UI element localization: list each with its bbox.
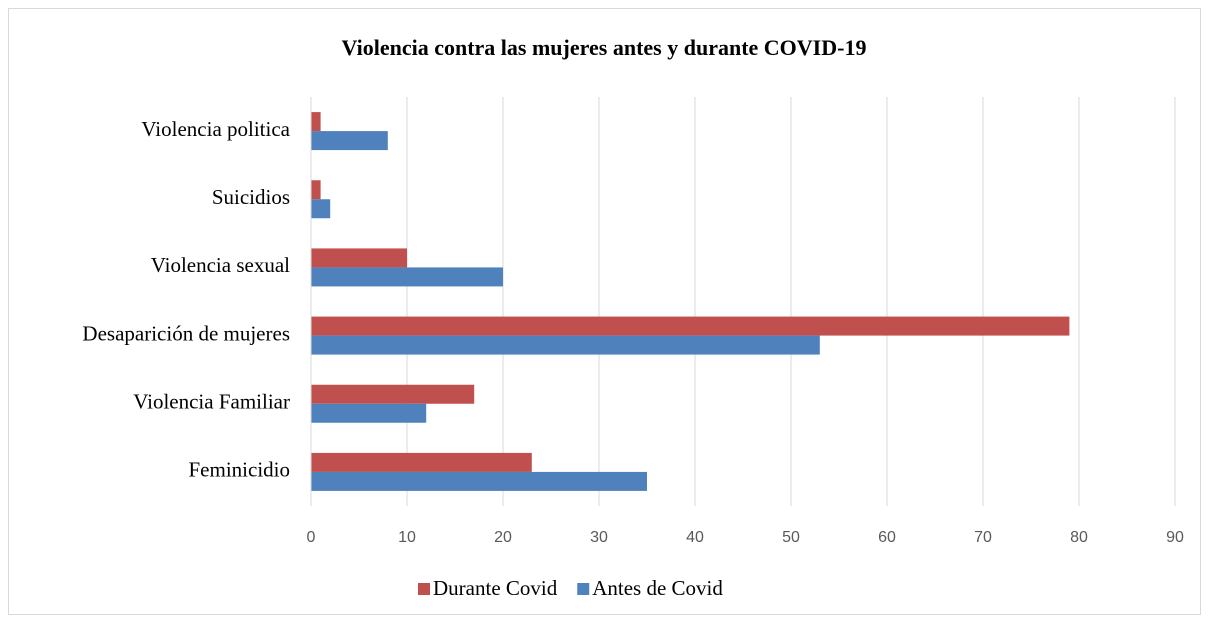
y-tick-label: Violencia Familiar	[133, 390, 290, 414]
bar	[311, 248, 407, 268]
y-tick-label: Violencia sexual	[151, 253, 290, 277]
bar	[311, 267, 503, 287]
y-tick-label: Violencia politica	[141, 117, 290, 141]
x-tick-label: 90	[1166, 529, 1184, 546]
x-tick-label: 70	[974, 529, 992, 546]
x-tick-label: 0	[307, 529, 316, 546]
chart-frame	[8, 8, 1201, 615]
bar	[311, 471, 647, 491]
bar	[311, 199, 331, 219]
x-tick-label: 60	[878, 529, 896, 546]
legend-swatch	[577, 583, 590, 595]
x-tick-label: 20	[494, 529, 512, 546]
legend-label: Antes de Covid	[592, 576, 723, 600]
x-tick-label: 50	[782, 529, 800, 546]
x-tick-label: 40	[686, 529, 704, 546]
x-tick-label: 80	[1070, 529, 1088, 546]
y-tick-label: Suicidios	[212, 185, 290, 209]
y-tick-label: Feminicidio	[189, 458, 291, 482]
y-tick-label: Desaparición de mujeres	[82, 321, 290, 345]
chart-title: Violencia contra las mujeres antes y dur…	[342, 35, 867, 60]
legend-swatch	[418, 583, 430, 595]
bar	[311, 131, 388, 151]
bar	[311, 452, 532, 472]
bar	[311, 316, 1070, 336]
x-tick-label: 10	[398, 529, 416, 546]
bar	[311, 180, 321, 200]
legend-label: Durante Covid	[433, 576, 558, 600]
x-tick-label: 30	[590, 529, 608, 546]
bar	[311, 403, 427, 423]
bar	[311, 335, 820, 355]
bar	[311, 384, 475, 404]
bar	[311, 112, 321, 132]
